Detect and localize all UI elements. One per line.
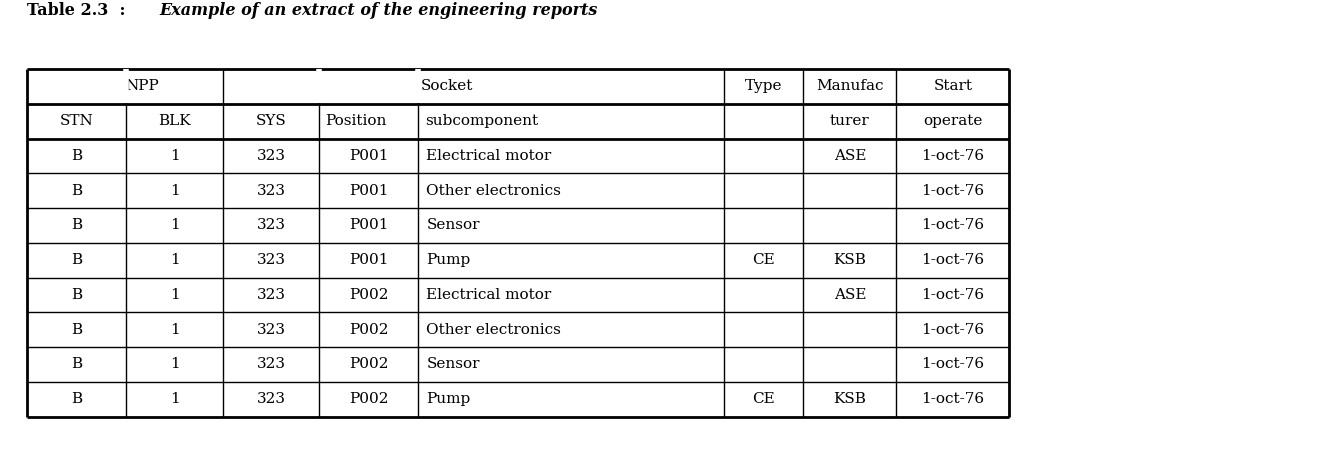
Text: 323: 323 [256,392,286,406]
Text: P002: P002 [349,288,388,302]
Text: P002: P002 [349,323,388,337]
Text: P001: P001 [349,184,388,198]
Text: P001: P001 [349,149,388,163]
Text: operate: operate [923,114,983,128]
Text: 323: 323 [256,288,286,302]
Text: subcomponent: subcomponent [425,114,538,128]
Text: Example of an extract of the engineering reports: Example of an extract of the engineering… [159,2,598,19]
Text: Socket: Socket [421,79,473,93]
Text: 1-oct-76: 1-oct-76 [922,218,984,232]
Text: 1: 1 [170,323,179,337]
Text: Start: Start [934,79,972,93]
Text: 1: 1 [170,392,179,406]
Text: 1-oct-76: 1-oct-76 [922,323,984,337]
Text: 323: 323 [256,184,286,198]
Text: KSB: KSB [834,392,866,406]
Text: NPP: NPP [125,79,158,93]
Text: ASE: ASE [834,288,866,302]
Text: 323: 323 [256,253,286,267]
Text: SYS: SYS [255,114,287,128]
Text: Manufac: Manufac [817,79,883,93]
Text: 1: 1 [170,253,179,267]
Text: Position: Position [325,114,386,128]
Text: 1-oct-76: 1-oct-76 [922,357,984,371]
Text: P001: P001 [349,253,388,267]
Text: 323: 323 [256,149,286,163]
Text: 1-oct-76: 1-oct-76 [922,184,984,198]
Text: Pump: Pump [426,253,470,267]
Text: B: B [70,288,82,302]
Text: Electrical motor: Electrical motor [426,149,551,163]
Text: CE: CE [752,253,776,267]
Text: 1-oct-76: 1-oct-76 [922,149,984,163]
Text: B: B [70,323,82,337]
Text: B: B [70,149,82,163]
Text: P001: P001 [349,218,388,232]
Text: 323: 323 [256,218,286,232]
Text: B: B [70,184,82,198]
Text: 323: 323 [256,323,286,337]
Text: Pump: Pump [426,392,470,406]
Text: turer: turer [830,114,870,128]
Text: Table 2.3  :: Table 2.3 : [27,2,130,19]
Text: STN: STN [60,114,93,128]
Text: BLK: BLK [158,114,191,128]
Text: Sensor: Sensor [426,218,479,232]
Text: Type: Type [745,79,782,93]
Text: 1: 1 [170,149,179,163]
Text: 323: 323 [256,357,286,371]
Text: B: B [70,357,82,371]
Text: B: B [70,253,82,267]
Text: 1: 1 [170,184,179,198]
Text: B: B [70,218,82,232]
Text: 1: 1 [170,218,179,232]
Text: KSB: KSB [834,253,866,267]
Text: 1-oct-76: 1-oct-76 [922,253,984,267]
Text: 1: 1 [170,357,179,371]
Text: 1-oct-76: 1-oct-76 [922,288,984,302]
Text: P002: P002 [349,392,388,406]
Text: Electrical motor: Electrical motor [426,288,551,302]
Text: Sensor: Sensor [426,357,479,371]
Text: ASE: ASE [834,149,866,163]
Text: Other electronics: Other electronics [426,184,562,198]
Text: Other electronics: Other electronics [426,323,562,337]
Text: 1-oct-76: 1-oct-76 [922,392,984,406]
Text: B: B [70,392,82,406]
Text: P002: P002 [349,357,388,371]
Text: 1: 1 [170,288,179,302]
Text: CE: CE [752,392,776,406]
